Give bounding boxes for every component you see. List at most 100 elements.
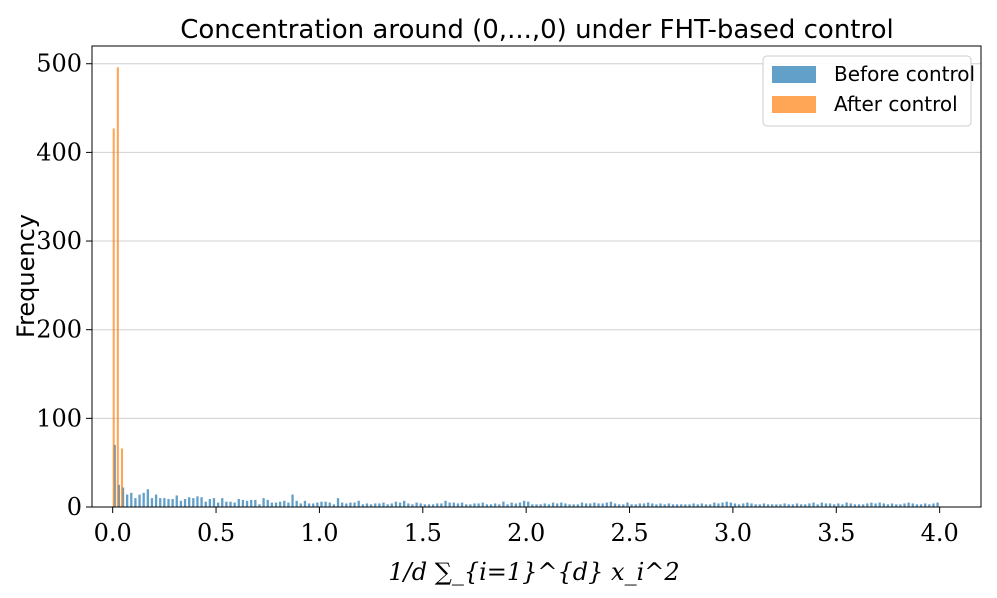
bar-before-control — [365, 503, 369, 507]
bar-before-control — [804, 504, 807, 507]
y-tick-label: 0 — [67, 493, 82, 521]
bar-before-control — [721, 502, 724, 507]
bar-before-control — [436, 503, 439, 507]
x-tick-label: 2.0 — [507, 519, 545, 547]
bar-before-control — [733, 503, 737, 507]
bar-before-control — [204, 501, 207, 507]
bar-before-control — [907, 502, 910, 507]
bar-before-control — [485, 504, 489, 507]
bar-before-control — [535, 504, 538, 507]
bar-before-control — [725, 501, 728, 507]
bar-before-control — [419, 503, 422, 507]
bar-before-control — [390, 503, 393, 507]
x-axis-ticks: 0.0 0.5 1.0 1.5 2.0 2.5 3.0 3.5 4.0 — [94, 507, 959, 547]
bar-before-control — [407, 503, 410, 507]
bar-before-control — [828, 503, 832, 507]
bar-before-control — [609, 501, 613, 507]
bar-before-control — [374, 503, 377, 507]
bar-before-control — [572, 504, 575, 507]
bar-before-control — [316, 502, 319, 507]
bar-before-control — [564, 503, 567, 507]
bar-before-control — [816, 504, 819, 507]
bar-before-control — [841, 504, 844, 507]
legend-label-before: Before control — [834, 62, 975, 86]
bar-before-control — [465, 504, 468, 507]
bar-before-control — [320, 501, 323, 507]
y-tick-label: 300 — [36, 227, 82, 255]
bar-before-control — [146, 489, 149, 507]
bar-before-control — [799, 504, 803, 507]
legend-swatch-after — [772, 96, 816, 113]
bar-before-control — [299, 503, 302, 507]
bar-before-control — [403, 500, 406, 507]
bar-before-control — [861, 504, 865, 507]
bar-before-control — [502, 501, 505, 507]
bar-before-control — [270, 502, 274, 507]
bar-before-control — [684, 504, 687, 507]
bar-before-control — [489, 504, 493, 507]
bar-before-control — [853, 504, 857, 507]
bar-before-control — [634, 504, 637, 507]
bar-before-control — [278, 501, 282, 507]
bar-before-control — [274, 502, 278, 507]
bar-before-control — [655, 504, 658, 507]
bar-before-control — [882, 503, 885, 507]
bar-before-control — [779, 504, 782, 507]
bar-before-control — [605, 502, 608, 507]
bar-before-control — [336, 498, 340, 507]
bar-before-control — [229, 501, 232, 507]
bar-before-control — [766, 504, 770, 507]
bar-before-control — [353, 502, 356, 507]
bar-before-control — [717, 503, 720, 507]
y-tick-label: 200 — [36, 316, 82, 344]
bar-before-control — [200, 497, 203, 507]
bar-before-control — [303, 500, 307, 507]
legend-swatch-before — [772, 66, 816, 83]
bar-before-control — [142, 492, 145, 507]
bar-before-control — [758, 504, 761, 507]
bar-before-control — [196, 496, 199, 507]
bar-before-control — [125, 494, 129, 507]
bar-before-control — [266, 499, 269, 507]
bar-before-control — [138, 494, 141, 507]
bar-before-control — [713, 502, 716, 507]
bar-before-control — [746, 502, 749, 507]
bar-before-control — [791, 504, 795, 507]
bar-before-control — [221, 498, 224, 507]
bar-before-control — [663, 504, 666, 507]
bar-before-control — [787, 504, 790, 507]
bar-before-control — [688, 504, 691, 507]
bar-before-control — [527, 501, 530, 507]
bar-before-control — [179, 500, 183, 507]
bar-before-control — [216, 502, 220, 507]
y-tick-label: 500 — [36, 50, 82, 78]
bar-before-control — [427, 504, 431, 507]
bar-before-control — [378, 503, 381, 507]
bar-before-control — [452, 502, 455, 507]
bar-before-control — [130, 492, 133, 507]
bar-before-control — [448, 502, 451, 507]
bar-before-control — [254, 499, 257, 507]
bar-before-control — [589, 503, 592, 507]
bar-before-control — [692, 503, 695, 507]
bar-before-control — [837, 503, 840, 507]
y-tick-label: 400 — [36, 138, 82, 166]
bar-before-control — [444, 500, 447, 507]
bar-before-control — [630, 504, 633, 507]
bar-before-control — [919, 504, 923, 507]
bar-before-control — [742, 503, 745, 507]
bar-before-control — [576, 504, 580, 507]
x-axis-label: 1/d ∑_{i=1}^{d} x_i^2 — [388, 558, 679, 586]
bar-before-control — [493, 503, 497, 507]
histogram-bars — [112, 67, 939, 508]
bar-before-control — [163, 498, 166, 507]
bar-before-control — [878, 502, 881, 507]
x-tick-label: 2.5 — [610, 519, 648, 547]
bar-before-control — [498, 504, 501, 507]
bar-before-control — [258, 504, 261, 507]
bar-before-control — [696, 504, 699, 507]
bar-before-control — [175, 495, 178, 507]
x-tick-label: 3.5 — [817, 519, 855, 547]
bar-before-control — [700, 503, 704, 507]
